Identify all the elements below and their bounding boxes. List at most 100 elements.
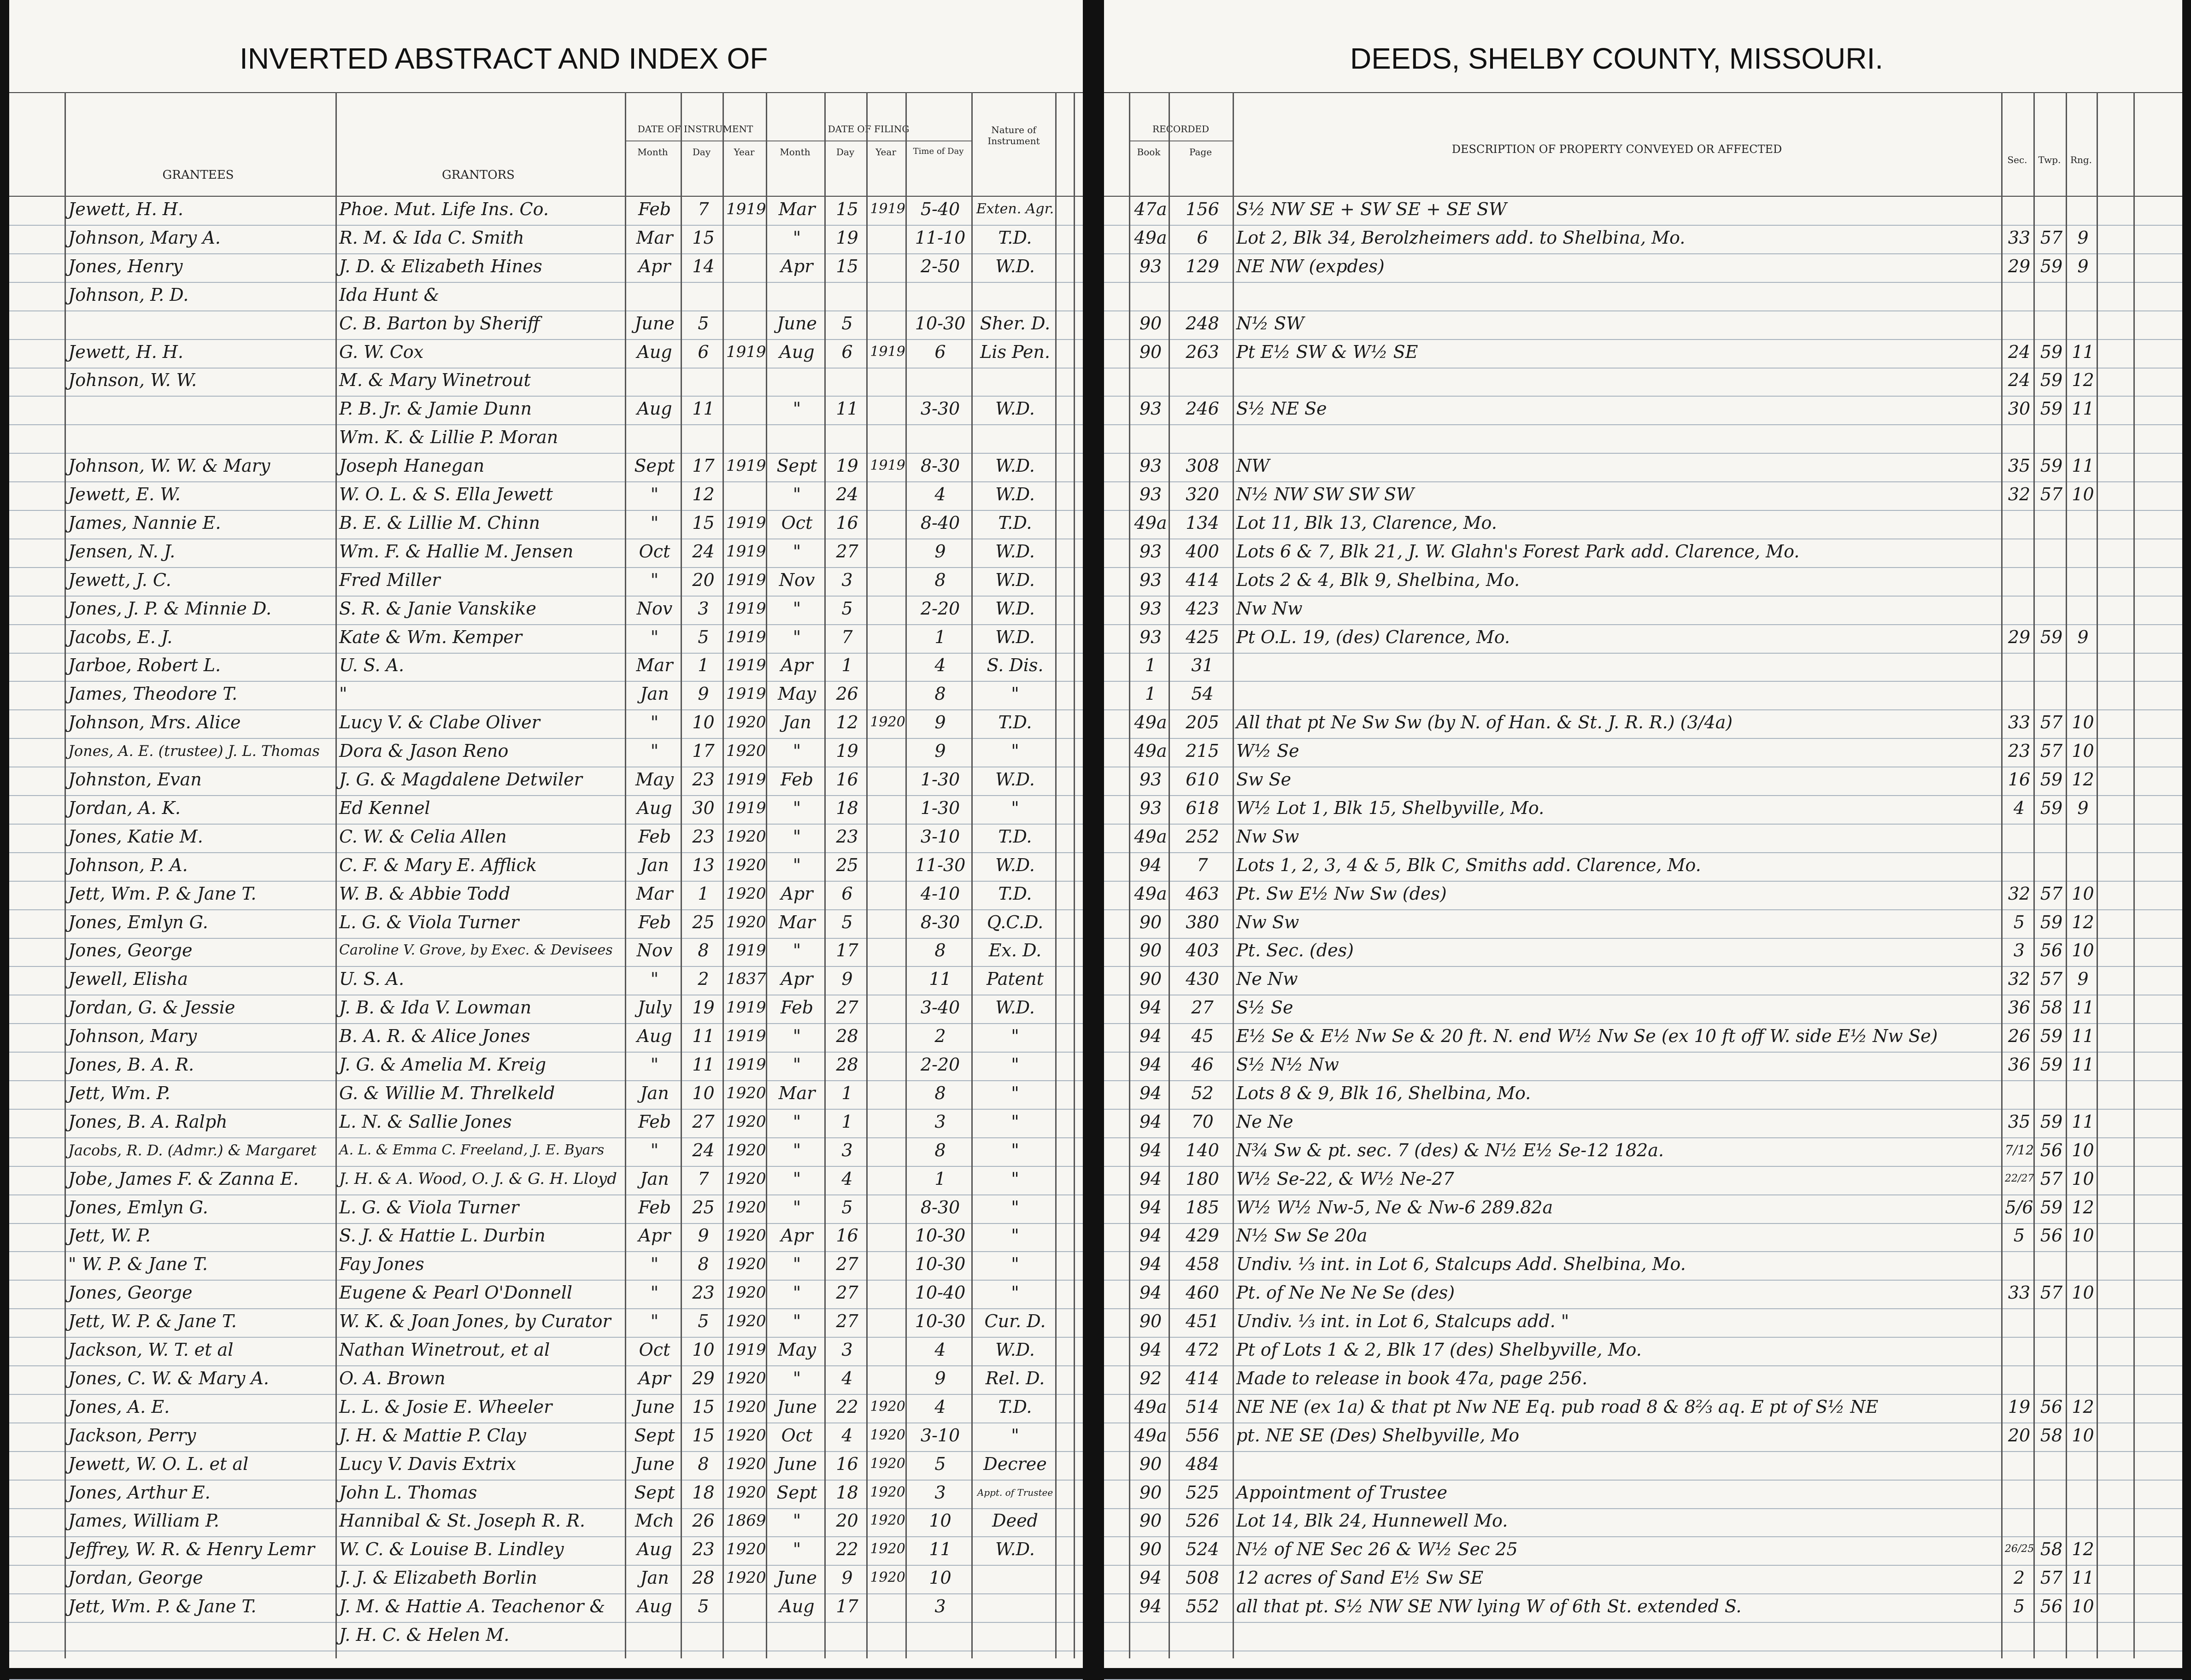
entry: James, Theodore T. (68, 684, 238, 704)
entry: 16 (836, 512, 858, 533)
entry: 10 (2072, 1596, 2094, 1617)
entry: " (650, 741, 659, 761)
rule (1104, 966, 2182, 967)
entry: 93 (1139, 256, 1162, 276)
entry: 3-10 (920, 826, 960, 847)
entry: Sw Se (1236, 769, 1292, 790)
rule (1104, 196, 2182, 197)
entry: 430 (1186, 969, 1219, 989)
entry: 29 (692, 1368, 715, 1388)
entry: W.D. (995, 541, 1035, 562)
entry: 28 (836, 1026, 858, 1047)
entry: Jewett, H. H. (68, 341, 183, 362)
entry: W½ Se-22, & W½ Ne-27 (1236, 1168, 1454, 1189)
entry: Johnson, Mary (68, 1026, 197, 1047)
entry: 1920 (726, 1083, 766, 1102)
entry: 4 (934, 1340, 946, 1360)
entry: 1920 (870, 1427, 905, 1443)
entry: 5 (698, 626, 709, 647)
entry: Pt. of Ne Ne Ne Se (des) (1236, 1282, 1455, 1303)
entry: Johnson, W. W. & Mary (68, 456, 270, 476)
entry: 10 (2072, 1282, 2094, 1303)
entry: 8 (934, 940, 946, 961)
rule (9, 339, 1083, 340)
entry: Lot 2, Blk 34, Berolzheimers add. to She… (1236, 227, 1686, 248)
entry: 5 (698, 1311, 709, 1332)
entry: Jan (640, 1168, 669, 1189)
entry: Q.C.D. (987, 912, 1044, 932)
column-rule (723, 92, 724, 1658)
entry: Johnston, Evan (68, 769, 202, 790)
entry: 526 (1186, 1510, 1219, 1531)
entry: 11 (929, 1539, 952, 1560)
entry: 134 (1186, 512, 1219, 533)
entry: 10-30 (915, 1225, 966, 1246)
entry: 1837 (726, 970, 766, 989)
entry: 20 (836, 1510, 858, 1531)
entry: 30 (2008, 398, 2031, 419)
rule (9, 396, 1083, 397)
entry: James, William P. (68, 1510, 219, 1531)
entry: 8 (934, 1083, 946, 1103)
rule (9, 1393, 1083, 1395)
rule (1104, 367, 2182, 369)
column-rule (2001, 92, 2003, 1658)
entry: 49a (1134, 227, 1167, 248)
entry: W. B. & Abbie Todd (339, 883, 511, 904)
entry: 8 (934, 569, 946, 590)
entry: 23 (2008, 741, 2031, 761)
entry: 458 (1186, 1254, 1219, 1275)
entry: Pt. Sec. (des) (1236, 940, 1354, 961)
entry: W½ Lot 1, Blk 15, Shelbyville, Mo. (1236, 797, 1545, 818)
entry: 11-10 (915, 227, 966, 248)
entry: 11 (2072, 1111, 2094, 1132)
entry: 12 (2072, 769, 2094, 790)
entry: M. & Mary Winetrout (339, 370, 531, 391)
entry: 8-30 (920, 1197, 960, 1218)
entry: 90 (1139, 1453, 1162, 1474)
entry: June (777, 1568, 817, 1588)
rule (9, 1337, 1083, 1338)
entry: T.D. (998, 227, 1032, 248)
entry: James, Nannie E. (68, 512, 221, 533)
entry: 248 (1186, 313, 1219, 334)
entry: Wm. F. & Hallie M. Jensen (339, 541, 574, 562)
entry: 463 (1186, 883, 1219, 904)
entry: 5 (841, 598, 853, 619)
column-rule (625, 92, 626, 1658)
entry: 2 (934, 1026, 946, 1047)
entry: 90 (1139, 1482, 1162, 1503)
rule (9, 738, 1083, 739)
column-rule (2033, 92, 2035, 1658)
entry: 16 (836, 1453, 858, 1474)
entry: all that pt. S½ NW SE NW lying W of 6th … (1236, 1596, 1742, 1617)
entry: Aug (637, 797, 672, 818)
entry: 552 (1186, 1596, 1219, 1617)
entry: W. C. & Louise B. Lindley (339, 1539, 564, 1560)
rule (9, 1451, 1083, 1452)
entry: Johnson, P. A. (68, 855, 188, 875)
entry: P. B. Jr. & Jamie Dunn (339, 398, 532, 419)
entry: 94 (1139, 1168, 1162, 1189)
entry: 56 (2040, 1225, 2063, 1246)
entry: 93 (1139, 541, 1162, 562)
entry: Apr (781, 883, 813, 904)
entry: 3 (934, 1482, 946, 1503)
rule (1104, 1052, 2182, 1053)
entry: Jensen, N. J. (68, 541, 176, 562)
entry: 20 (2008, 1425, 2031, 1446)
entry: 24 (692, 541, 715, 562)
entry: 1920 (870, 1398, 905, 1415)
rule (9, 196, 1083, 197)
entry: 58 (2040, 997, 2063, 1018)
entry: 10 (692, 1340, 715, 1360)
entry: 9 (2077, 797, 2089, 818)
rule (1104, 624, 2182, 625)
entry: 185 (1186, 1197, 1219, 1218)
entry: Apr (638, 256, 671, 276)
entry: " (1011, 1026, 1019, 1047)
entry: 4 (934, 1396, 946, 1417)
rule (9, 253, 1083, 254)
entry: 17 (692, 456, 715, 476)
rule (9, 1108, 1083, 1110)
